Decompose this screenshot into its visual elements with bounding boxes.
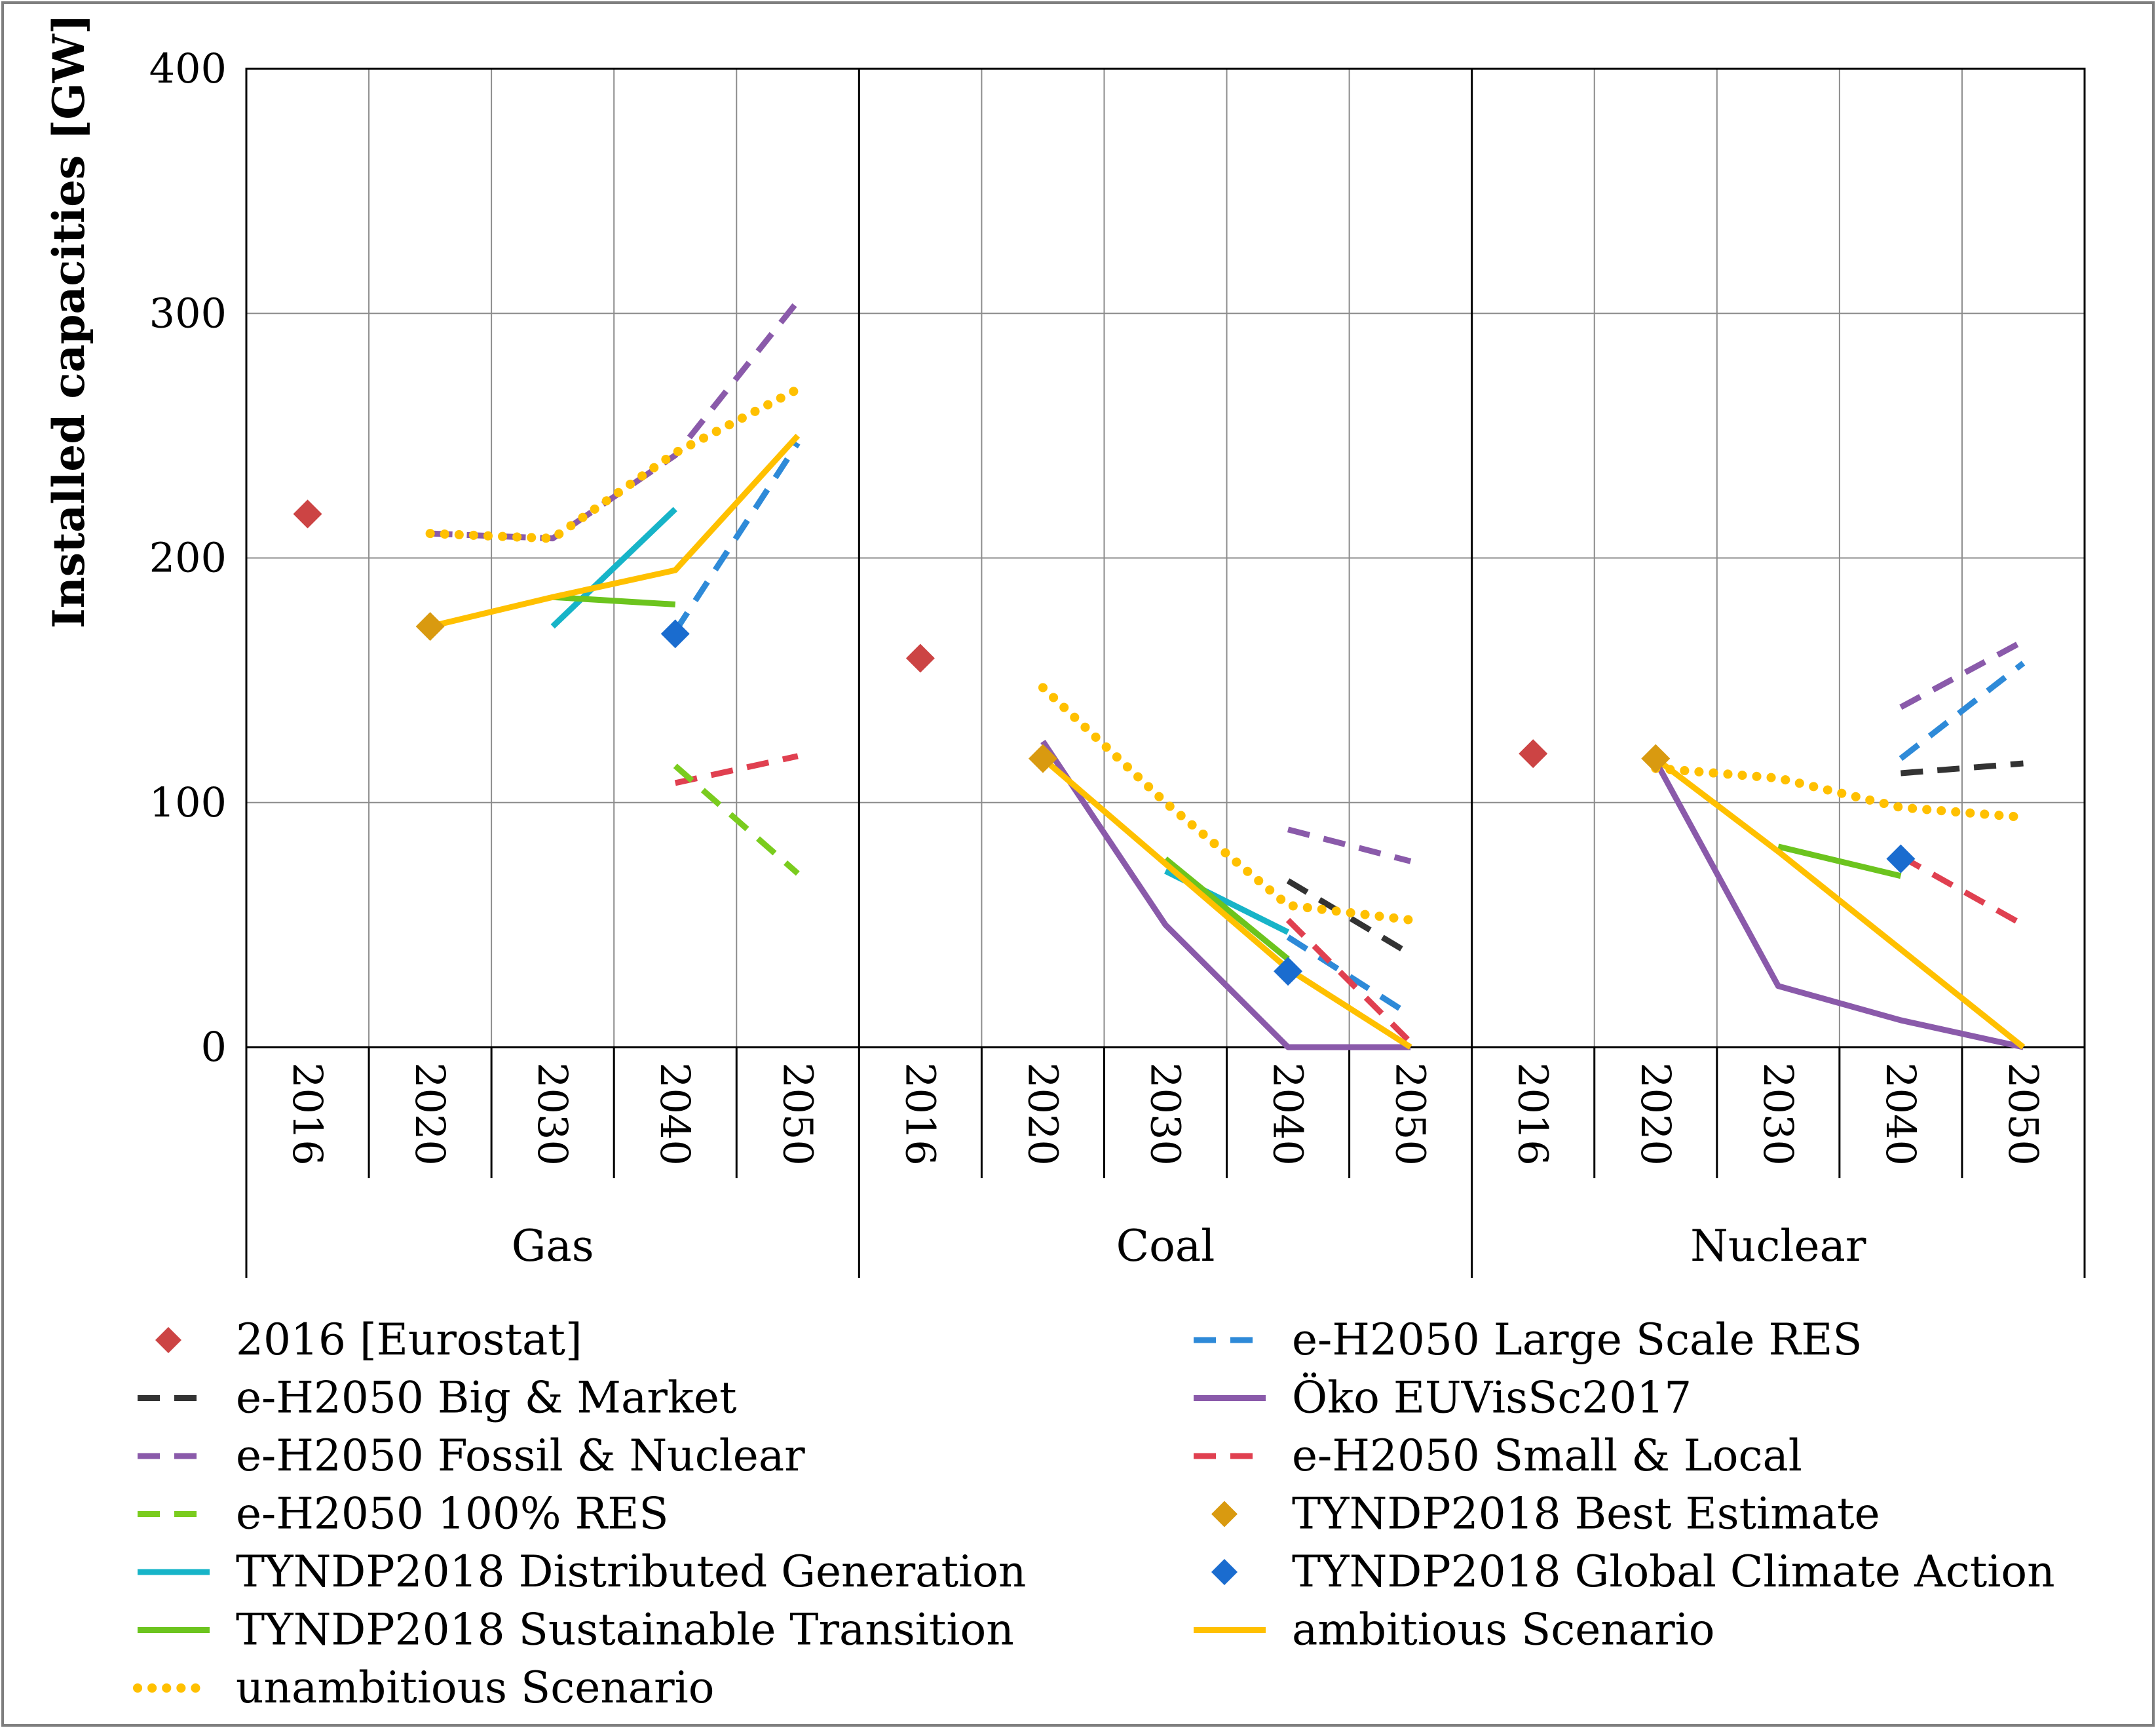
marker-2016-eurostat bbox=[293, 499, 322, 529]
series-line-e-h2050-fossil-nuclear bbox=[1899, 638, 2025, 710]
marker-2016-eurostat bbox=[905, 643, 935, 673]
gridlines bbox=[246, 68, 2085, 1047]
series-line-ambitious-scenario bbox=[1654, 756, 2026, 1050]
marker-tyndp2018-best-estimate bbox=[415, 612, 445, 642]
marker-tyndp2018-best-estimate bbox=[1028, 744, 1057, 773]
series-line-unambitious-scenario bbox=[1651, 763, 2028, 822]
series-line-unambitious-scenario bbox=[1038, 683, 1416, 925]
x-tick-label: 2050 bbox=[774, 1062, 822, 1166]
y-tick-label: 0 bbox=[201, 1023, 227, 1071]
legend-label-e-h2050-small-local: e-H2050 Small & Local bbox=[1292, 1430, 1802, 1481]
legend-label-unambitious-scenario: unambitious Scenario bbox=[236, 1662, 715, 1713]
series-line-tyndp2018-distributed-generation bbox=[550, 507, 677, 629]
x-tick-label: 2050 bbox=[1387, 1062, 1435, 1166]
y-tick-label: 300 bbox=[149, 289, 227, 337]
y-axis-title: Installed capacities [GW] bbox=[43, 14, 94, 628]
marker-tyndp2018-global-climate-action bbox=[1274, 957, 1303, 986]
x-tick-label: 2020 bbox=[1019, 1062, 1067, 1166]
series-line-ambitious-scenario bbox=[1041, 756, 1412, 1050]
markers-group bbox=[293, 499, 1916, 986]
x-tick-label: 2030 bbox=[529, 1062, 577, 1166]
series-group bbox=[425, 299, 2028, 1050]
x-tick-label: 2040 bbox=[651, 1062, 699, 1166]
series-line-e-h2050-small-local bbox=[1899, 853, 2025, 928]
y-tick-label: 100 bbox=[149, 778, 227, 826]
series-line-tyndp2018-sustainable-transition bbox=[1777, 843, 1902, 879]
legend-label-ko-euvissc2017: Öko EUVisSc2017 bbox=[1292, 1373, 1692, 1423]
legend-label-tyndp2018-global-climate-action: TYNDP2018 Global Climate Action bbox=[1292, 1546, 2055, 1597]
y-tick-label: 200 bbox=[149, 534, 227, 582]
legend-label-e-h2050-big-market: e-H2050 Big & Market bbox=[236, 1373, 736, 1423]
legend: 2016 [Eurostat] e-H2050 Large Scale RES e-… bbox=[133, 1315, 2055, 1713]
x-tick-label: 2050 bbox=[1999, 1062, 2047, 1166]
x-tick-label: 2016 bbox=[1509, 1062, 1557, 1166]
marker-tyndp2018-global-climate-action bbox=[1886, 844, 1916, 874]
series-line-tyndp2018-sustainable-transition bbox=[1163, 856, 1290, 962]
x-tick-label: 2040 bbox=[1877, 1062, 1925, 1166]
series-line-e-h2050-fossil-nuclear bbox=[1287, 826, 1412, 864]
x-tick-label: 2016 bbox=[284, 1062, 331, 1166]
legend-swatch-tyndp2018-global-climate-action bbox=[1211, 1559, 1238, 1585]
legend-label-tyndp2018-sustainable-transition: TYNDP2018 Sustainable Transition bbox=[236, 1605, 1014, 1655]
series-line-e-h2050-large-scale-res bbox=[672, 441, 801, 633]
series-line-e-h2050-small-local bbox=[674, 753, 799, 786]
legend-label-tyndp2018-best-estimate: TYNDP2018 Best Estimate bbox=[1292, 1489, 1880, 1539]
series-line-ko-euvissc2017 bbox=[1040, 739, 1411, 1050]
legend-swatch-tyndp2018-best-estimate bbox=[1211, 1501, 1238, 1527]
legend-label-e-h2050-large-scale-res: e-H2050 Large Scale RES bbox=[1292, 1315, 1863, 1365]
y-tick-label: 400 bbox=[149, 45, 227, 92]
series-line-tyndp2018-sustainable-transition bbox=[552, 594, 676, 607]
group-label-coal: Coal bbox=[1116, 1221, 1215, 1271]
series-line-e-h2050-large-scale-res bbox=[1286, 934, 1412, 1018]
x-tick-label: 2040 bbox=[1264, 1062, 1312, 1166]
marker-tyndp2018-global-climate-action bbox=[660, 619, 690, 649]
legend-label-ambitious-scenario: ambitious Scenario bbox=[1292, 1605, 1715, 1655]
x-tick-label: 2030 bbox=[1754, 1062, 1802, 1166]
series-line-e-h2050-big-market bbox=[1286, 878, 1412, 957]
axes: 0 100 200 300 400 2016 2020 2030 2040 2050 Gas 2016… bbox=[149, 45, 2086, 1278]
group-label-gas: Gas bbox=[512, 1221, 594, 1271]
legend-label-e-h2050-fossil-nuclear: e-H2050 Fossil & Nuclear bbox=[236, 1430, 805, 1481]
legend-label-e-h2050-100-res: e-H2050 100% RES bbox=[236, 1489, 669, 1539]
legend-label-2016-eurostat: 2016 [Eurostat] bbox=[236, 1315, 582, 1365]
x-tick-label: 2020 bbox=[406, 1062, 454, 1166]
x-tick-label: 2030 bbox=[1142, 1062, 1190, 1166]
series-line-e-h2050-big-market bbox=[1901, 760, 2024, 777]
series-line-e-h2050-small-local bbox=[1285, 917, 1413, 1045]
series-line-ko-euvissc2017 bbox=[1653, 759, 2024, 1050]
legend-label-tyndp2018-distributed-generation: TYNDP2018 Distributed Generation bbox=[236, 1546, 1026, 1597]
series-line-ambitious-scenario bbox=[429, 433, 801, 630]
x-tick-label: 2020 bbox=[1632, 1062, 1680, 1166]
series-line-unambitious-scenario bbox=[425, 384, 803, 543]
plot-area bbox=[245, 67, 2086, 1048]
series-line-e-h2050-100-res bbox=[673, 763, 800, 876]
series-line-e-h2050-fossil-nuclear bbox=[430, 299, 801, 542]
legend-swatch-2016-eurostat bbox=[155, 1327, 181, 1353]
marker-tyndp2018-best-estimate bbox=[1641, 744, 1671, 773]
x-tick-label: 2016 bbox=[896, 1062, 944, 1166]
marker-2016-eurostat bbox=[1519, 739, 1548, 769]
group-label-nuclear: Nuclear bbox=[1690, 1221, 1866, 1271]
series-line-e-h2050-large-scale-res bbox=[1899, 661, 2026, 761]
